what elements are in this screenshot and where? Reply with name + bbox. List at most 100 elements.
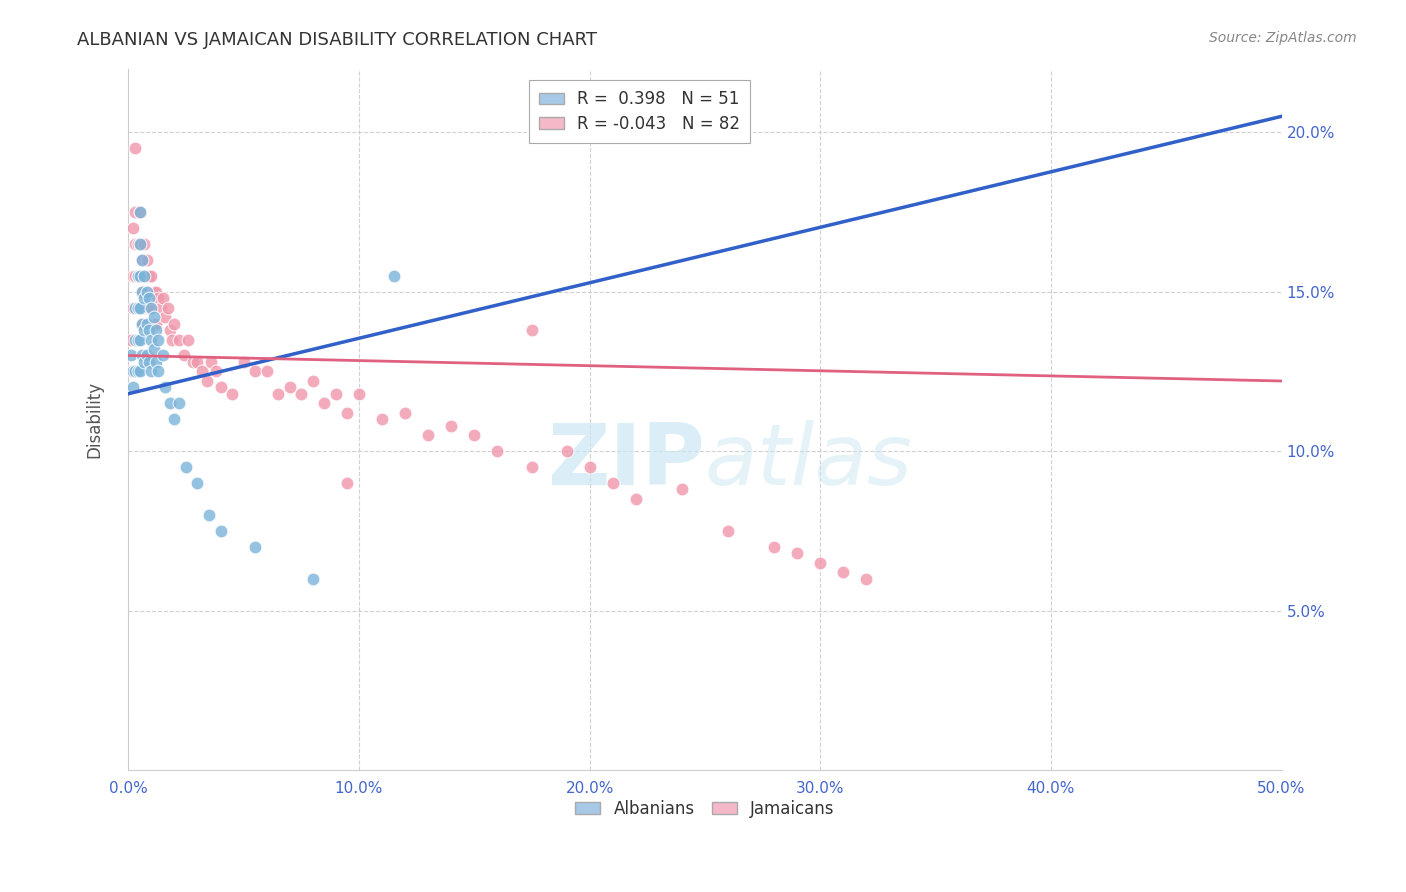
Point — [152, 291, 174, 305]
Point — [174, 460, 197, 475]
Point — [131, 252, 153, 267]
Point — [336, 476, 359, 491]
Text: ZIP: ZIP — [547, 420, 704, 503]
Point — [135, 349, 157, 363]
Point — [122, 380, 145, 394]
Point — [156, 301, 179, 315]
Point — [602, 476, 624, 491]
Point — [124, 301, 146, 315]
Point — [128, 268, 150, 283]
Point — [163, 412, 186, 426]
Point — [173, 349, 195, 363]
Point — [138, 323, 160, 337]
Point — [808, 556, 831, 570]
Point — [148, 291, 170, 305]
Point — [124, 141, 146, 155]
Point — [142, 310, 165, 325]
Point — [134, 355, 156, 369]
Point — [122, 221, 145, 235]
Point — [127, 301, 149, 315]
Point — [855, 572, 877, 586]
Point — [624, 491, 647, 506]
Text: ALBANIAN VS JAMAICAN DISABILITY CORRELATION CHART: ALBANIAN VS JAMAICAN DISABILITY CORRELAT… — [77, 31, 598, 49]
Point — [134, 323, 156, 337]
Point — [382, 268, 405, 283]
Point — [128, 268, 150, 283]
Point — [142, 285, 165, 299]
Point — [148, 364, 170, 378]
Point — [232, 355, 254, 369]
Point — [555, 444, 578, 458]
Point — [181, 355, 204, 369]
Point — [134, 268, 156, 283]
Point — [128, 236, 150, 251]
Point — [135, 285, 157, 299]
Point — [120, 333, 142, 347]
Point — [198, 508, 221, 522]
Point — [167, 333, 190, 347]
Point — [256, 364, 278, 378]
Point — [122, 364, 145, 378]
Point — [243, 364, 266, 378]
Point — [138, 268, 160, 283]
Point — [141, 268, 163, 283]
Point — [131, 349, 153, 363]
Point — [186, 476, 208, 491]
Point — [418, 428, 440, 442]
Point — [301, 572, 323, 586]
Point — [127, 333, 149, 347]
Point — [209, 380, 232, 394]
Point — [134, 291, 156, 305]
Point — [134, 268, 156, 283]
Point — [148, 333, 170, 347]
Point — [120, 349, 142, 363]
Point — [122, 268, 145, 283]
Point — [671, 483, 693, 497]
Point — [120, 364, 142, 378]
Point — [160, 333, 183, 347]
Point — [128, 301, 150, 315]
Point — [786, 546, 808, 560]
Point — [463, 428, 485, 442]
Point — [717, 524, 740, 538]
Point — [325, 386, 347, 401]
Point — [205, 364, 228, 378]
Point — [142, 342, 165, 356]
Point — [135, 252, 157, 267]
Point — [832, 566, 855, 580]
Point — [195, 374, 218, 388]
Point — [131, 317, 153, 331]
Y-axis label: Disability: Disability — [86, 381, 103, 458]
Point — [127, 301, 149, 315]
Point — [145, 317, 167, 331]
Point — [131, 285, 153, 299]
Point — [145, 285, 167, 299]
Point — [142, 317, 165, 331]
Point — [131, 252, 153, 267]
Point — [122, 301, 145, 315]
Point — [127, 236, 149, 251]
Legend: Albanians, Jamaicans: Albanians, Jamaicans — [569, 794, 841, 825]
Text: Source: ZipAtlas.com: Source: ZipAtlas.com — [1209, 31, 1357, 45]
Point — [243, 540, 266, 554]
Point — [159, 323, 181, 337]
Point — [394, 406, 416, 420]
Point — [124, 205, 146, 219]
Point — [520, 460, 543, 475]
Point — [152, 349, 174, 363]
Point — [186, 355, 208, 369]
Point — [124, 236, 146, 251]
Point — [209, 524, 232, 538]
Point — [141, 301, 163, 315]
Point — [128, 205, 150, 219]
Point — [163, 317, 186, 331]
Point — [267, 386, 290, 401]
Point — [128, 333, 150, 347]
Point — [127, 364, 149, 378]
Point — [124, 364, 146, 378]
Point — [138, 291, 160, 305]
Point — [141, 333, 163, 347]
Point — [149, 301, 172, 315]
Point — [127, 268, 149, 283]
Point — [124, 268, 146, 283]
